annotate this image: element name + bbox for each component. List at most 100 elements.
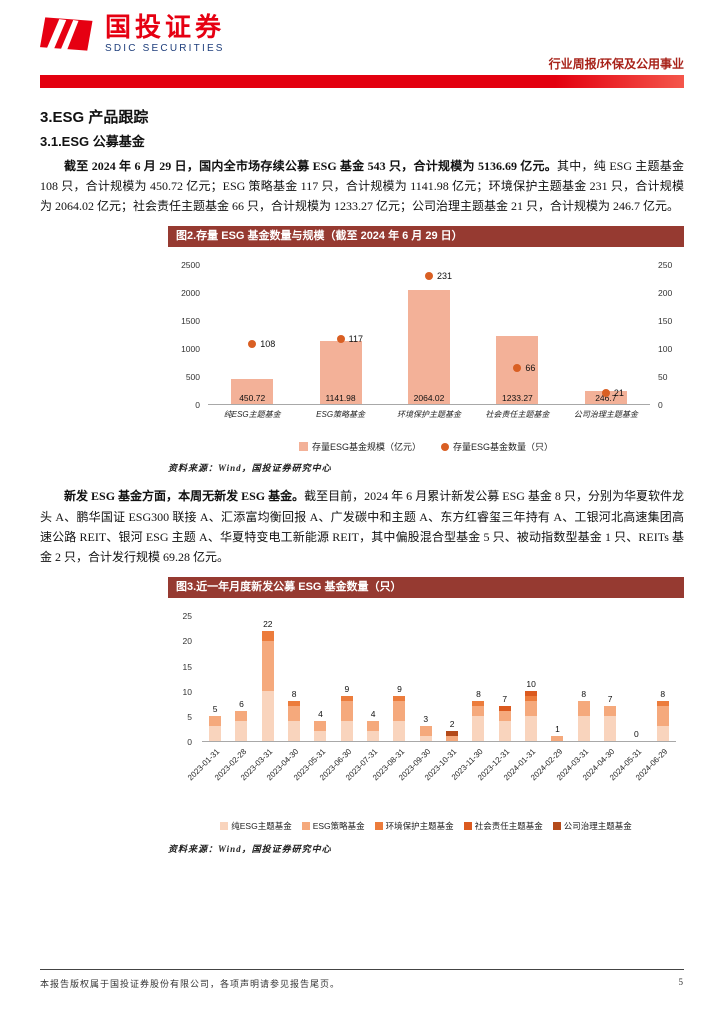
total-label: 9 [344,684,350,695]
category-label: 环境保护主题基金 [397,410,462,420]
category-label: ESG策略基金 [316,410,366,420]
point-value-label: 231 [437,271,453,282]
bar-value-label: 2064.02 [413,393,445,404]
section-title: 3.ESG 产品跟踪 [40,109,149,126]
axis-tick: 0 [658,400,663,411]
stack-segment [498,721,511,742]
total-label: 5 [212,704,218,715]
stack-segment [472,701,485,707]
page-number: 5 [678,977,684,987]
page-content: 3.ESG 产品跟踪 3.1.ESG 公募基金 截至 2024 年 6 月 29… [40,100,684,867]
stack-segment [288,701,301,707]
axis-tick: 25 [182,611,192,622]
stacked-bar [446,731,459,742]
chart2-legend: 纯ESG主题基金 ESG策略基金 环境保护主题基金 社会责任主题基金 公司治理主题基金 [168,820,684,832]
paragraph-stock-funds: 截至 2024 年 6 月 29 日，国内全市场存续公募 ESG 基金 543 … [40,156,684,216]
stacked-bar [498,706,511,742]
chart-bar [584,390,627,405]
chart1-plot-area: 450.72 108 1141.98 117 2064.02 231 1233.27 66 24… [208,265,650,406]
stack-segment [525,696,538,702]
stack-segment [314,731,327,742]
legend-swatch [301,822,310,831]
axis-tick: 150 [658,316,673,327]
legend-swatch [463,822,472,831]
total-label: 3 [423,714,429,725]
stack-segment [472,716,485,742]
stack-segment [525,716,538,742]
stack-segment [235,721,248,742]
stacked-bar [604,706,617,742]
stack-segment [577,716,590,742]
total-label: 22 [263,619,273,630]
legend-item: 环境保护主题基金 [374,820,454,832]
stack-segment [419,736,432,742]
figure-3: 图3.近一年月度新发公募 ESG 基金数量（只） 0 5 10 15 20 25 5 6 22… [168,577,684,855]
chart2-group: 8 [465,616,491,742]
stack-segment [340,696,353,702]
legend-label: 环境保护主题基金 [385,821,454,832]
axis-tick: 1500 [181,316,200,327]
logo-name-cn: 国投证券 [105,12,226,42]
point-value-label: 21 [613,387,624,398]
total-label: 8 [476,689,481,700]
total-label: 10 [526,679,536,690]
legend-item: 存量ESG基金数量（只） [441,440,553,453]
axis-tick: 2500 [181,260,200,271]
legend-label: 存量ESG基金数量（只） [453,442,554,453]
stack-segment [209,716,222,727]
paragraph-stock-funds-lead: 截至 2024 年 6 月 29 日，国内全市场存续公募 ESG 基金 543 … [64,159,558,173]
chart2-group: 7 [492,616,518,742]
stack-segment [367,731,380,742]
figure-2: 图2.存量 ESG 基金数量与规模（截至 2024 年 6 月 29 日） 0 5… [168,226,684,474]
stack-segment [288,721,301,742]
company-logo: 国投证券 SDIC SECURITIES [40,12,684,54]
legend-item: 社会责任主题基金 [463,820,543,832]
stacked-bar [577,701,590,742]
category-label: 社会责任主题基金 [485,410,550,420]
stack-segment [288,706,301,722]
stack-segment [656,701,669,707]
point-value-label: 108 [260,339,276,350]
report-type-label: 行业周报/环保及公用事业 [548,57,684,71]
stack-segment [393,701,406,722]
stack-segment [472,706,485,717]
paragraph-new-funds-body: 截至目前，2024 年 6 月累计新发公募 ESG 基金 8 只，分别为华夏软件… [40,489,684,564]
chart1-group: 246.7 21 [562,265,650,405]
total-label: 8 [581,689,587,700]
chart2-group: 2 [439,616,465,742]
chart-point [248,340,257,349]
total-label: 4 [370,709,376,720]
chart2-group: 5 [202,616,228,742]
chart2-group: 8 [281,616,307,742]
logo-text: 国投证券 SDIC SECURITIES [105,12,226,54]
axis-tick: 20 [182,636,192,647]
stack-segment [235,711,248,722]
chart-bar [408,289,451,405]
chart2-group: 10 [518,616,544,742]
chart1-legend: 存量ESG基金规模（亿元） 存量ESG基金数量（只） [168,440,684,453]
subsection-title: 3.1.ESG 公募基金 [40,134,145,149]
stack-segment [525,691,538,697]
chart1-group: 1141.98 117 [296,265,384,405]
legend-label: 纯ESG主题基金 [231,821,292,832]
total-label: 9 [397,684,402,695]
figure-2-source: 资料来源：Wind，国投证券研究中心 [168,463,332,474]
chart2-category-axis: 2023-01-31 2023-02-28 2023-03-31 2023-04-30… [186,744,676,796]
stack-segment [340,701,353,722]
stack-segment [525,701,538,717]
chart2-y-axis: 0 5 10 15 20 25 [168,611,198,747]
stack-segment [656,726,669,742]
chart1-category-axis: 纯ESG主题基金 ESG策略基金 环境保护主题基金 社会责任主题基金 公司治理主题基金 [208,409,650,423]
chart-point [336,335,345,344]
stack-segment [446,736,459,742]
chart1-left-axis: 0 500 1000 1500 2000 2500 [168,260,204,410]
chart2-plot-area: 5 6 22 8 4 9 4 9 3 2 8 7 10 1 8 7 0 8 [202,616,676,743]
axis-tick: 200 [658,288,673,299]
chart2-group: 4 [307,616,333,742]
stacked-bar [367,721,380,742]
stacked-bar [235,711,248,742]
stack-segment [340,721,353,742]
total-label: 6 [239,699,244,710]
chart-bar [319,340,362,405]
